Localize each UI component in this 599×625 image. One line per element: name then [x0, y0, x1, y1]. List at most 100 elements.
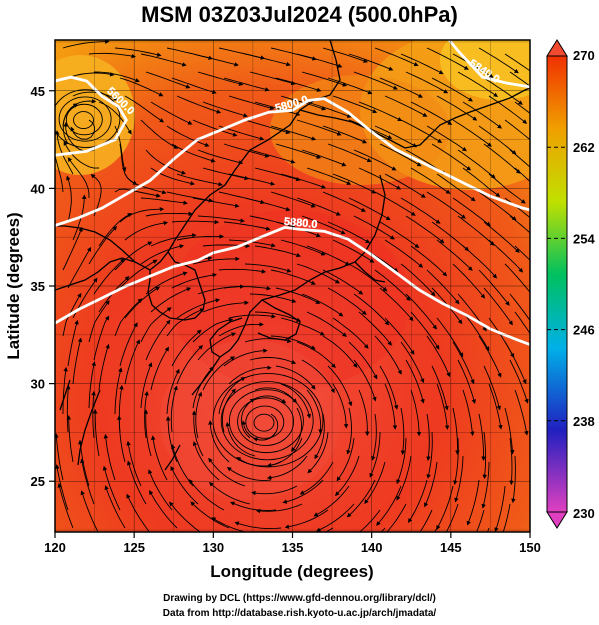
streamline — [306, 101, 352, 118]
streamline — [462, 101, 502, 129]
streamline — [275, 365, 316, 390]
y-tick-label: 30 — [31, 377, 45, 392]
streamline — [266, 455, 308, 480]
x-tick-label: 130 — [202, 540, 224, 555]
streamline — [197, 71, 244, 86]
colorbar-label: 246 — [573, 323, 595, 338]
vortex-ring — [253, 413, 275, 432]
streamline — [72, 194, 87, 241]
streamline — [306, 167, 352, 185]
streamline — [504, 407, 515, 455]
streamline — [410, 389, 422, 437]
streamline — [374, 269, 411, 302]
streamline — [400, 407, 406, 456]
streamline — [457, 359, 476, 404]
streamline — [511, 455, 516, 504]
streamline — [114, 367, 123, 415]
streamline — [228, 314, 276, 319]
streamline — [116, 415, 126, 463]
streamline — [145, 71, 191, 89]
streamline — [315, 503, 355, 532]
contour-line-5600.0 — [55, 75, 128, 157]
streamline — [327, 77, 373, 95]
streamline — [457, 149, 496, 179]
streamline — [225, 421, 256, 457]
streamline — [218, 377, 246, 415]
streamline — [166, 191, 214, 203]
streamline — [62, 366, 68, 414]
streamline — [275, 77, 322, 92]
streamline — [170, 385, 178, 433]
streamline — [254, 167, 301, 182]
streamline — [296, 341, 336, 369]
streamline — [301, 359, 335, 394]
streamline — [251, 485, 298, 496]
streamline — [103, 433, 116, 481]
streamline — [509, 437, 514, 486]
streamline — [280, 317, 325, 336]
streamline — [67, 157, 90, 199]
streamline — [478, 47, 519, 74]
streamline — [150, 167, 195, 186]
streamline — [192, 119, 238, 137]
streamline — [192, 366, 214, 409]
streamline — [114, 298, 143, 337]
streamline — [426, 191, 466, 219]
streamline — [313, 485, 350, 517]
streamline — [332, 383, 349, 429]
streamline — [244, 338, 292, 344]
streamline — [140, 119, 179, 149]
streamline — [384, 239, 424, 268]
streamline — [488, 95, 528, 124]
streamline — [410, 101, 453, 125]
streamline — [400, 53, 444, 75]
streamline — [270, 335, 316, 350]
streamline — [114, 188, 161, 198]
streamline — [140, 197, 188, 206]
streamline — [249, 71, 296, 86]
streamline — [192, 317, 234, 343]
streamline — [384, 95, 428, 117]
streamline — [191, 410, 204, 457]
streamline — [176, 95, 222, 114]
streamline — [514, 245, 530, 261]
streamline — [145, 319, 171, 361]
streamline — [78, 439, 90, 487]
streamline — [192, 53, 239, 67]
streamline — [436, 239, 473, 271]
streamline — [66, 415, 74, 463]
streamline — [426, 431, 433, 479]
streamline — [171, 444, 194, 487]
streamline — [149, 490, 178, 529]
streamline — [63, 140, 100, 169]
streamline — [221, 388, 236, 433]
streamline — [353, 149, 397, 171]
streamline — [348, 341, 378, 380]
streamline — [55, 433, 64, 481]
streamline — [66, 175, 72, 223]
streamline — [254, 311, 302, 322]
streamline — [504, 119, 530, 141]
streamline — [371, 413, 377, 461]
streamline — [436, 383, 450, 430]
streamline — [332, 239, 375, 263]
streamline — [457, 71, 499, 97]
streamline — [150, 233, 197, 247]
streamline — [93, 258, 125, 295]
streamline — [504, 341, 527, 385]
streamline — [249, 293, 297, 304]
streamline — [80, 490, 99, 532]
streamline — [307, 431, 329, 474]
streamline — [301, 293, 344, 317]
streamline — [171, 272, 218, 289]
y-tick-label: 45 — [31, 84, 45, 99]
streamline — [380, 534, 411, 566]
streamline — [374, 191, 416, 216]
streamline — [67, 72, 115, 79]
streamline — [228, 95, 275, 111]
streamline — [88, 226, 118, 265]
streamline — [140, 53, 187, 67]
streamline — [462, 311, 490, 352]
streamline — [202, 300, 250, 313]
streamline — [169, 501, 201, 532]
